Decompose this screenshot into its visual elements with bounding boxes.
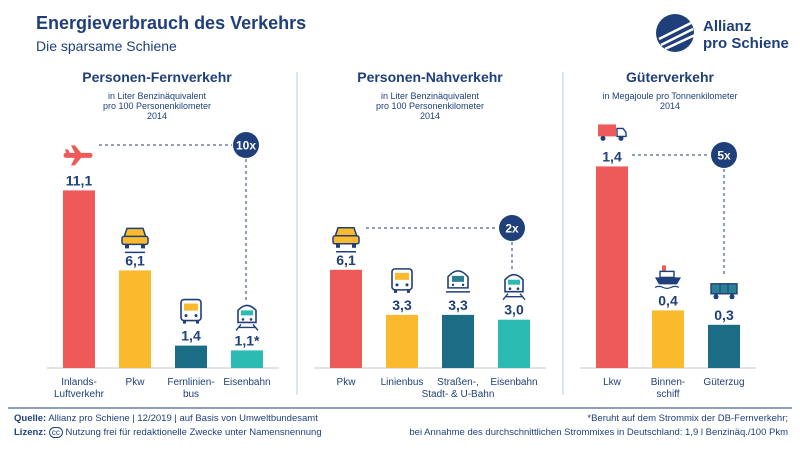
logo-text: Allianz pro Schiene [703,18,789,52]
data-label: 0,4 [658,292,678,308]
chart-title: Personen-Fernverkehr [82,69,232,85]
logo-line-2: pro Schiene [703,35,789,52]
tram-icon [446,270,470,293]
ratio-badge [499,215,525,241]
category-label: Güterzug [703,377,744,388]
license-line: Lizenz: cc Nutzung frei für redaktionell… [14,427,322,438]
ship-icon [654,265,681,289]
ratio-badge [711,142,737,168]
category-label: Luftverkehr [54,389,105,400]
category-label: schiff [656,389,679,400]
bar [175,345,207,368]
bar [708,324,740,368]
bar [231,350,263,368]
chart-title: Personen-Nahverkehr [357,69,503,85]
train-icon [235,304,259,331]
data-label: 1,4 [602,148,622,164]
data-label: 6,1 [336,252,356,268]
unit-label: pro 100 Personenkilometer [103,101,211,111]
category-label: Lkw [603,377,622,388]
bar [119,270,151,368]
category-label: Inlands- [61,377,97,388]
category-label: bus [183,389,199,400]
bar [596,166,628,368]
plane-icon [63,145,93,166]
footnote-line-1: *Beruht auf dem Strommix der DB-Fernverk… [587,413,788,424]
freight-wagon-icon [710,283,738,300]
data-label: 1,4 [181,328,201,344]
unit-label: in Liter Benzinäquivalent [381,91,480,101]
bar [442,314,474,368]
cc-license-icon: cc [48,427,63,438]
train-icon [502,273,526,301]
bar [330,269,362,368]
data-label: 11,1 [66,172,93,188]
logo-icon [656,14,696,52]
logo-line-1: Allianz [703,18,752,35]
license-label: Lizenz: [14,427,47,438]
car-icon [121,227,149,254]
unit-label: in Megajoule pro Tonnenkilometer [603,91,738,101]
license-text: Nutzung frei für redaktionelle Zwecke un… [65,427,322,438]
unit-label: pro 100 Personenkilometer [376,101,484,111]
chart-title: Güterverkehr [626,69,714,85]
category-label: Stadt- & U-Bahn [422,389,495,400]
data-label: 6,1 [125,252,145,268]
data-label: 0,3 [714,307,734,323]
data-label: 3,3 [448,297,468,313]
bar [498,319,530,368]
footnote-line-2: bei Annahme des durchschnittlichen Strom… [409,427,788,438]
category-label: Pkw [126,377,146,388]
category-label: Eisenbahn [223,377,270,388]
page-subtitle: Die sparsame Schiene [36,38,177,54]
source-line: Quelle: Allianz pro Schiene | 12/2019 | … [14,413,318,424]
category-label: Pkw [337,377,357,388]
data-label: 1,1* [235,332,260,348]
year-label: 2014 [420,111,440,121]
ratio-label: 2x [505,222,519,236]
ratio-label: 10x [236,139,256,153]
data-label: 3,0 [504,302,524,318]
truck-icon [598,124,627,141]
category-label: Straßen-, [437,377,479,388]
category-label: Binnen- [651,377,685,388]
category-label: Fernlinien- [167,377,214,388]
bus-icon [391,268,413,293]
category-label: Eisenbahn [490,377,537,388]
car-icon [332,227,360,253]
unit-label: in Liter Benzinäquivalent [108,91,207,101]
bar [63,190,95,368]
year-label: 2014 [660,101,680,111]
year-label: 2014 [147,111,167,121]
ratio-badge [233,132,259,158]
category-label: Linienbus [381,377,424,388]
data-label: 3,3 [392,297,412,313]
source-text: Allianz pro Schiene | 12/2019 | auf Basi… [48,413,318,424]
bar [386,314,418,368]
page-title: Energieverbrauch des Verkehrs [36,13,307,33]
bus-icon [180,298,202,324]
source-label: Quelle: [14,413,47,424]
bar [652,310,684,368]
ratio-label: 5x [717,149,731,163]
